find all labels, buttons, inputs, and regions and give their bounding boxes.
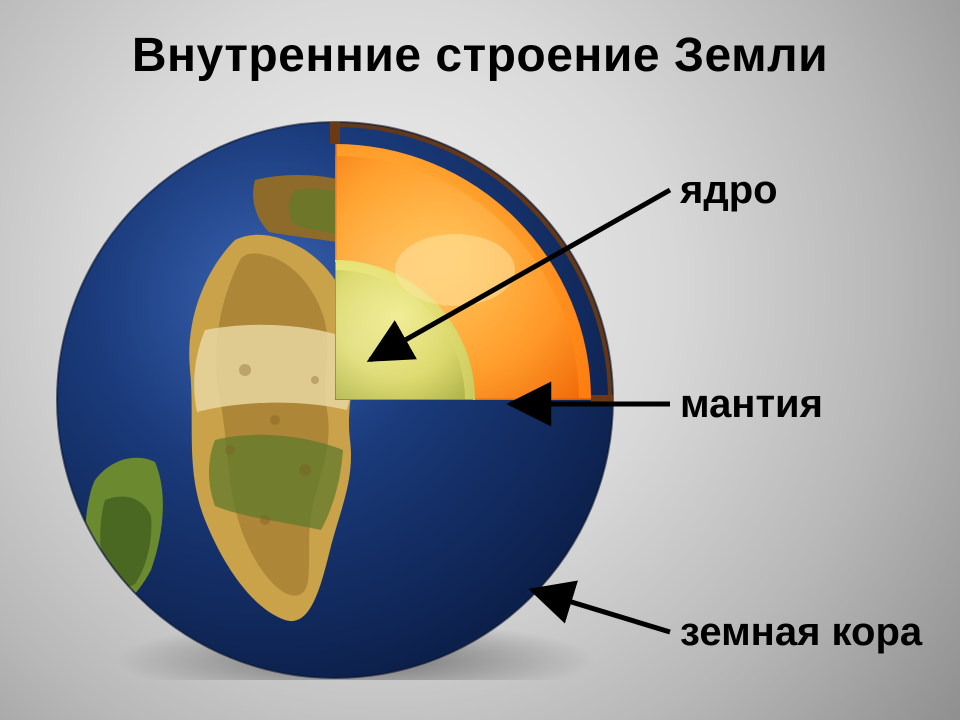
- diagram-stage: Внутренние строение Земли: [0, 0, 960, 720]
- arrow-crust: [532, 590, 670, 632]
- label-mantle: мантия: [680, 382, 823, 427]
- label-core: ядро: [680, 168, 778, 213]
- arrow-core: [370, 190, 670, 360]
- label-crust: земная кора: [680, 610, 922, 655]
